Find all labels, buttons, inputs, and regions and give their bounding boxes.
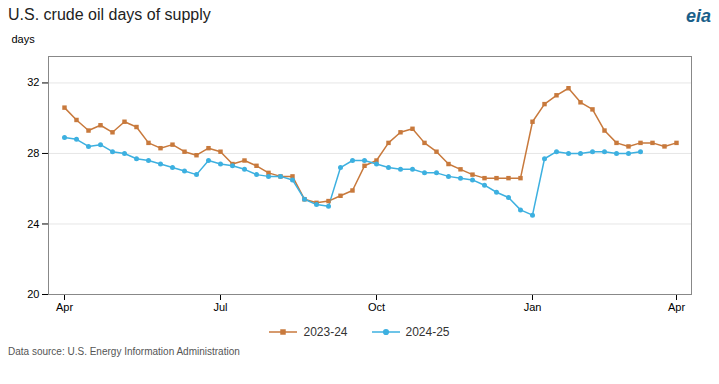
html-text:U.S. crude oil days of supply: U.S. crude oil days of supply xyxy=(8,6,211,23)
svg-text:20: 20 xyxy=(27,288,39,300)
svg-text:Jul: Jul xyxy=(213,301,227,313)
svg-text:24: 24 xyxy=(27,218,39,230)
svg-text:Apr: Apr xyxy=(668,301,685,313)
svg-text:Oct: Oct xyxy=(368,301,385,313)
html-text:eia: eia xyxy=(686,6,711,26)
html-text:Data source: U.S. Energy Infor: Data source: U.S. Energy Information Adm… xyxy=(8,346,240,357)
svg-text:days: days xyxy=(12,33,36,45)
svg-text:Apr: Apr xyxy=(56,301,73,313)
html-text:2023-24: 2023-24 xyxy=(303,325,348,339)
svg-text:Jan: Jan xyxy=(524,301,542,313)
svg-text:28: 28 xyxy=(27,147,39,159)
svg-text:32: 32 xyxy=(27,76,39,88)
html-text:2024-25: 2024-25 xyxy=(405,325,450,339)
